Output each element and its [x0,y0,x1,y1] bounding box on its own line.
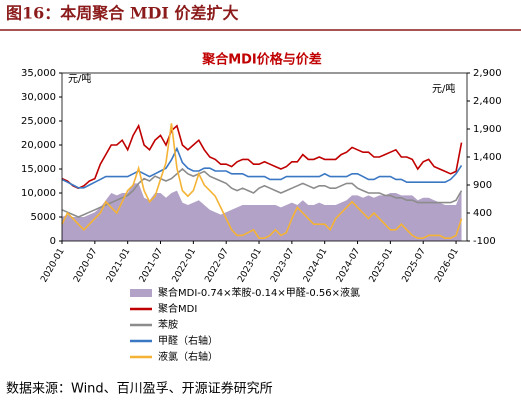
x-tick-label: 2025-01 [368,247,395,285]
y-tick-label: 0 [50,236,56,247]
legend-label: 苯胺 [158,318,178,331]
area [62,183,462,241]
chart-title: 聚合MDI价格与价差 [201,52,322,68]
y2-tick-label: 2,400 [473,96,502,107]
legend-swatch [130,289,152,297]
y2-tick-label: 2,900 [473,68,502,79]
plot-frame [61,72,468,242]
x-tick-label: 2023-07 [269,247,296,285]
y2-tick-label: 400 [473,208,492,219]
y-tick-label: 20,000 [21,140,56,151]
line [61,167,463,218]
header: 图16：本周聚合 MDI 价差扩大 [6,4,238,23]
y-tick-label: 5000 [31,212,56,223]
y2-tick-label: 1,400 [473,152,502,163]
x-tick-label: 2024-01 [302,247,329,285]
x-tick-label: 2023-01 [236,247,263,285]
y2-tick-label: 900 [473,180,492,191]
legend-label: 聚合MDI [158,302,197,315]
y-tick-label: 30,000 [21,92,56,103]
x-tick-label: 2024-07 [335,247,362,285]
x-tick-label: 2021-07 [138,247,165,285]
y2-tick-label: -100 [473,236,496,247]
legend-label: 聚合MDI-0.74×苯胺-0.14×甲醛-0.56×液氯 [158,286,360,299]
x-tick-label: 2020-07 [72,247,99,285]
y2-unit: 元/吨 [432,82,455,95]
y-tick-label: 10,000 [21,188,56,199]
y-tick-label: 35,000 [21,68,56,79]
y-unit: 元/吨 [68,72,91,85]
y2-tick-label: 1,900 [473,124,502,135]
legend-label: 甲醛（右轴） [158,334,218,347]
y-tick-label: 15,000 [21,164,56,175]
y-tick-label: 25,000 [21,116,56,127]
x-tick-label: 2020-01 [39,247,66,285]
x-tick-label: 2026-01 [433,247,460,285]
x-tick-label: 2022-01 [171,247,198,285]
source: 数据来源：Wind、百川盈孚、开源证券研究所 [6,381,273,397]
line [61,123,463,239]
x-tick-label: 2021-01 [105,247,132,285]
x-tick-label: 2022-07 [203,247,230,285]
legend-label: 液氯（右轴） [158,350,218,363]
x-tick-label: 2025-07 [401,247,428,285]
line [61,123,463,190]
line [61,146,463,189]
